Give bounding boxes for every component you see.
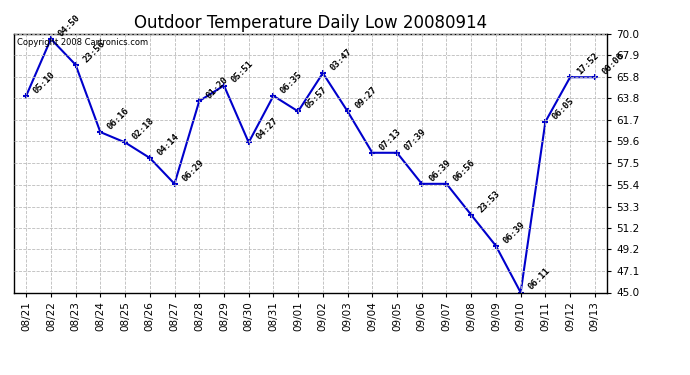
Text: 02:18: 02:18: [130, 116, 156, 142]
Text: 23:56: 23:56: [81, 39, 106, 64]
Text: 06:11: 06:11: [526, 266, 551, 292]
Text: 05:57: 05:57: [304, 85, 329, 111]
Text: 06:35: 06:35: [279, 70, 304, 95]
Text: 06:05: 06:05: [551, 96, 576, 121]
Text: 06:39: 06:39: [427, 158, 453, 183]
Text: 04:14: 04:14: [155, 132, 181, 157]
Text: 04:27: 04:27: [254, 116, 279, 142]
Text: 00:00: 00:00: [600, 51, 626, 76]
Text: 04:50: 04:50: [57, 13, 82, 38]
Text: 05:51: 05:51: [230, 59, 255, 85]
Text: 17:52: 17:52: [575, 51, 601, 76]
Text: 23:53: 23:53: [477, 189, 502, 214]
Text: 01:20: 01:20: [205, 75, 230, 100]
Text: 09:27: 09:27: [353, 85, 379, 111]
Text: 07:39: 07:39: [402, 127, 428, 152]
Text: 07:13: 07:13: [378, 127, 403, 152]
Text: 06:29: 06:29: [180, 158, 206, 183]
Text: 06:56: 06:56: [452, 158, 477, 183]
Text: 03:47: 03:47: [328, 47, 354, 72]
Text: 05:10: 05:10: [32, 70, 57, 95]
Text: 06:39: 06:39: [502, 220, 527, 245]
Text: Copyright 2008 Cartronics.com: Copyright 2008 Cartronics.com: [17, 38, 148, 46]
Text: 06:16: 06:16: [106, 106, 131, 131]
Title: Outdoor Temperature Daily Low 20080914: Outdoor Temperature Daily Low 20080914: [134, 14, 487, 32]
